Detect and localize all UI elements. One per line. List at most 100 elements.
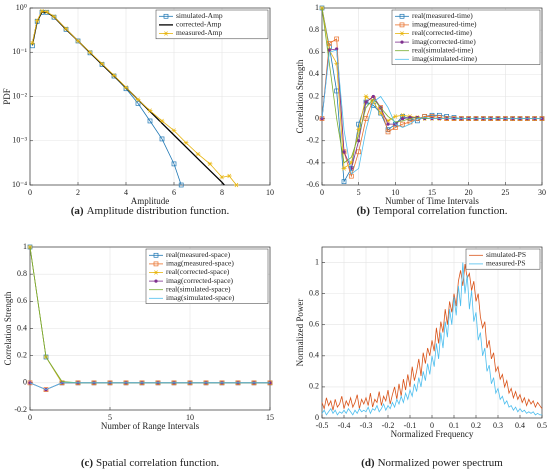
series-line	[321, 49, 542, 175]
x-tick-label: 10	[266, 188, 274, 197]
marker	[356, 149, 362, 155]
series-line	[321, 262, 542, 416]
marker	[51, 14, 57, 20]
marker	[135, 97, 141, 102]
y-tick-label: 1	[315, 3, 319, 12]
caption: (b) Temporal correlation function.	[357, 205, 508, 217]
marker	[378, 105, 384, 110]
y-axis-label: Correlation Strength	[3, 291, 13, 365]
marker	[34, 18, 40, 23]
x-tick-label: 2	[76, 188, 80, 197]
plot-frame	[29, 7, 271, 186]
marker	[99, 62, 105, 67]
y-tick-label: 0	[315, 113, 319, 122]
x-tick-label: 20	[465, 188, 473, 197]
legend-label: corrected-Amp	[176, 20, 222, 29]
marker	[51, 14, 57, 19]
y-tick-label: 10⁰	[16, 3, 27, 12]
legend-label: imag(simulated-space)	[166, 293, 235, 302]
marker	[400, 40, 404, 44]
marker	[171, 128, 177, 133]
marker	[371, 94, 375, 99]
y-tick-label: 0.6	[309, 47, 319, 56]
x-axis-label: Amplitude	[131, 196, 170, 206]
marker	[219, 174, 225, 180]
legend-label: imag(measured-time)	[412, 20, 477, 29]
x-tick-label: -0.1	[404, 421, 417, 430]
marker	[135, 101, 141, 106]
y-tick-label: 0.6	[17, 296, 27, 305]
x-tick-label: 0	[430, 421, 434, 430]
legend-box	[145, 248, 269, 304]
marker	[153, 261, 159, 267]
marker	[147, 118, 153, 124]
legend-label: simulated-Amp	[176, 11, 223, 20]
legend-label: real(corrected-time)	[412, 28, 472, 37]
marker	[386, 122, 390, 126]
marker	[111, 73, 117, 78]
legend-label: real(measured-time)	[412, 11, 473, 20]
x-tick-label: 0.5	[537, 421, 547, 430]
marker	[178, 182, 184, 188]
y-tick-label: 0.2	[309, 91, 319, 100]
marker	[159, 118, 165, 124]
marker	[342, 150, 346, 154]
legend-label: real(simulated-time)	[412, 45, 474, 54]
plot-frame	[29, 246, 271, 411]
y-tick-label: 0.8	[17, 269, 27, 278]
x-tick-label: 8	[220, 188, 224, 197]
x-tick-label: 30	[538, 188, 546, 197]
series-line	[29, 382, 270, 391]
caption: (a) Amplitude distribution function.	[71, 205, 230, 217]
marker	[171, 161, 177, 167]
caption-label: (b)	[357, 205, 371, 217]
y-tick-label: 0.6	[309, 320, 319, 329]
y-tick-label: -0.6	[306, 180, 319, 189]
marker	[87, 50, 93, 55]
y-tick-label: 0	[23, 378, 27, 387]
marker	[87, 50, 93, 56]
caption-text: Normalized power spectrum	[378, 457, 504, 469]
marker	[39, 8, 45, 14]
marker	[75, 38, 81, 44]
legend-label: imag(corrected-time)	[412, 37, 476, 46]
marker	[356, 121, 362, 127]
y-tick-label: 10⁻⁴	[12, 180, 27, 189]
plot-frame	[321, 246, 543, 419]
marker	[363, 94, 369, 99]
subplot: 0 5 10 15 20 25 30 -0.6 -0.4 -0.2 0 0.2 0.4 0.6 0.8 1 Nu…	[295, 3, 546, 217]
marker	[327, 48, 331, 52]
x-tick-label: 25	[501, 188, 509, 197]
y-tick-label: 0.2	[309, 382, 319, 391]
x-axis-label: Number of Range Intervals	[101, 421, 200, 431]
y-tick-label: 0.8	[309, 25, 319, 34]
x-tick-label: 0	[28, 188, 32, 197]
marker	[399, 22, 405, 28]
legend-label: simulated-PS	[486, 250, 526, 259]
caption-text: Spatial correlation function.	[96, 457, 219, 469]
marker	[123, 86, 129, 92]
legend-box	[465, 248, 541, 270]
x-tick-label: 15	[428, 188, 436, 197]
subplot: 0 2 4 6 8 10 10⁻⁴ 10⁻³ 10⁻² 10⁻¹ 10⁰ Amplitude PDF (a…	[2, 3, 274, 217]
marker	[111, 73, 117, 79]
y-tick-label: 0	[315, 413, 319, 422]
x-tick-label: 0.2	[471, 421, 481, 430]
legend-label: imag(corrected-space)	[166, 276, 234, 285]
marker	[154, 279, 158, 283]
marker	[63, 26, 69, 32]
y-tick-label: 10⁻²	[12, 91, 27, 100]
marker	[153, 270, 159, 275]
marker	[159, 136, 165, 142]
marker	[163, 13, 169, 19]
x-tick-label: 0.4	[515, 421, 525, 430]
marker	[357, 139, 361, 143]
marker	[400, 113, 406, 118]
y-axis-label: Normalized Power	[295, 299, 305, 367]
marker	[44, 9, 50, 15]
y-tick-label: -0.2	[14, 405, 27, 414]
x-tick-label: 15	[266, 413, 274, 422]
marker	[399, 13, 405, 19]
marker	[326, 41, 332, 46]
